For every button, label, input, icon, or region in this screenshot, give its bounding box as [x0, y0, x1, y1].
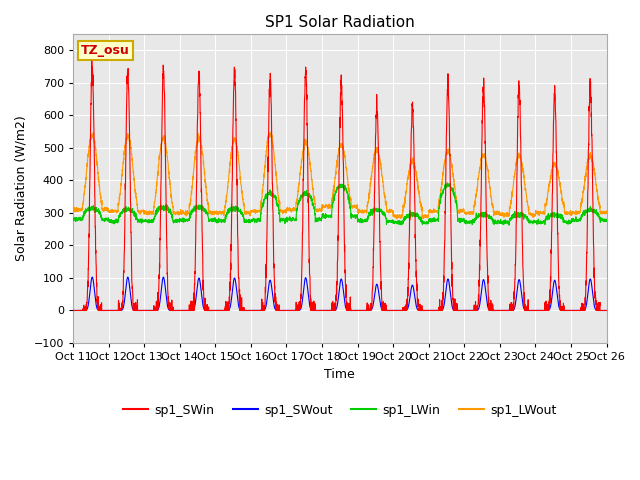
sp1_LWout	[69, 207, 77, 213]
sp1_SWin	[69, 308, 77, 313]
Line: sp1_SWout: sp1_SWout	[73, 277, 607, 311]
sp1_LWout	[552, 165, 560, 171]
sp1_LWout	[218, 209, 226, 215]
Title: SP1 Solar Radiation: SP1 Solar Radiation	[265, 15, 415, 30]
sp1_SWout	[603, 308, 611, 313]
sp1_LWout	[602, 209, 610, 215]
sp1_LWin	[392, 219, 399, 225]
sp1_SWout	[88, 274, 96, 280]
sp1_SWin	[552, 117, 560, 123]
Line: sp1_LWin: sp1_LWin	[73, 183, 607, 225]
sp1_LWin	[69, 215, 77, 221]
sp1_SWout	[392, 308, 399, 313]
sp1_SWout	[552, 282, 560, 288]
sp1_LWin	[218, 219, 226, 225]
sp1_LWout	[184, 209, 191, 215]
sp1_LWout	[419, 216, 427, 222]
sp1_LWout	[392, 213, 399, 219]
sp1_SWout	[69, 308, 77, 313]
sp1_SWout	[218, 308, 226, 313]
sp1_LWin	[401, 217, 409, 223]
sp1_LWout	[267, 130, 275, 135]
sp1_SWin	[603, 308, 611, 313]
sp1_SWin	[392, 308, 399, 313]
Legend: sp1_SWin, sp1_SWout, sp1_LWin, sp1_LWout: sp1_SWin, sp1_SWout, sp1_LWin, sp1_LWout	[118, 399, 562, 422]
sp1_SWin	[218, 308, 226, 313]
sp1_LWout	[603, 208, 611, 214]
sp1_SWout	[401, 308, 409, 313]
Line: sp1_SWin: sp1_SWin	[73, 61, 607, 311]
sp1_LWin	[506, 222, 513, 228]
sp1_LWin	[444, 180, 451, 186]
sp1_SWout	[184, 308, 191, 313]
sp1_SWin	[602, 308, 610, 313]
sp1_SWout	[602, 308, 610, 313]
sp1_SWin	[184, 308, 191, 313]
sp1_LWin	[602, 219, 610, 225]
X-axis label: Time: Time	[324, 368, 355, 381]
Y-axis label: Solar Radiation (W/m2): Solar Radiation (W/m2)	[15, 116, 28, 261]
sp1_LWin	[603, 217, 611, 223]
sp1_SWin	[401, 303, 409, 309]
sp1_SWin	[88, 58, 95, 64]
Line: sp1_LWout: sp1_LWout	[73, 132, 607, 219]
Text: TZ_osu: TZ_osu	[81, 44, 130, 57]
sp1_LWin	[552, 213, 560, 219]
sp1_LWout	[401, 198, 409, 204]
sp1_LWin	[184, 218, 191, 224]
